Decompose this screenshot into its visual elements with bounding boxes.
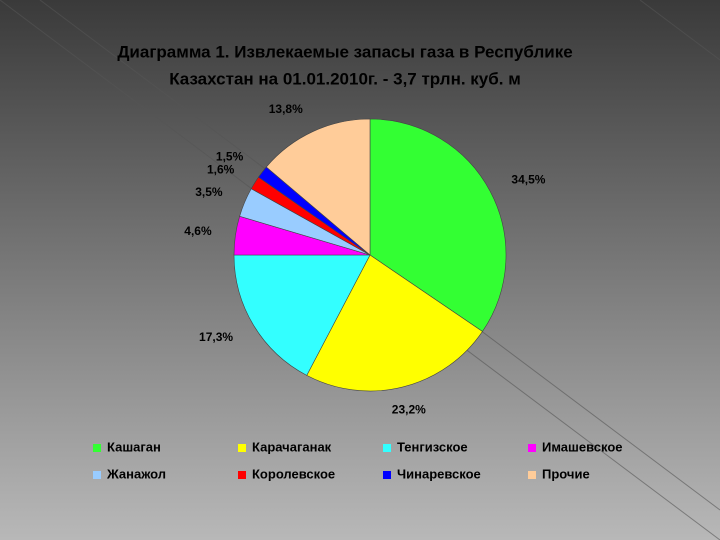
legend-label: Карачаганак <box>252 439 332 454</box>
pie-slice <box>265 118 371 256</box>
data-label: 13,8% <box>269 102 303 116</box>
legend-swatch <box>383 471 391 479</box>
data-label: 4,6% <box>184 224 212 238</box>
legend-label: Прочие <box>542 466 590 481</box>
legend-label: Чинаревское <box>397 466 481 481</box>
data-label: 17,3% <box>199 330 233 344</box>
pie-slice <box>233 254 371 376</box>
pie-slice <box>369 118 507 332</box>
legend-label: Кашаган <box>107 439 161 454</box>
legend-swatch <box>528 444 536 452</box>
data-label: 3,5% <box>195 185 223 199</box>
data-label: 1,5% <box>216 150 244 164</box>
legend-swatch <box>93 444 101 452</box>
legend-swatch <box>383 444 391 452</box>
data-label: 23,2% <box>392 402 426 416</box>
legend-label: Жанажол <box>106 466 166 481</box>
legend-swatch <box>238 471 246 479</box>
legend-label: Королевское <box>252 466 335 481</box>
data-label: 34,5% <box>511 172 545 186</box>
legend-swatch <box>528 471 536 479</box>
legend-swatch <box>238 444 246 452</box>
legend-label: Тенгизское <box>397 439 468 454</box>
data-label: 1,6% <box>207 162 235 176</box>
legend-label: Имашевское <box>542 439 623 454</box>
chart-title: Диаграмма 1. Извлекаемые запасы газа в Р… <box>117 42 572 61</box>
legend-swatch <box>93 471 101 479</box>
pie-slice <box>306 254 483 392</box>
chart-title: Казахстан на 01.01.2010г. - 3,7 трлн. ку… <box>169 69 521 88</box>
